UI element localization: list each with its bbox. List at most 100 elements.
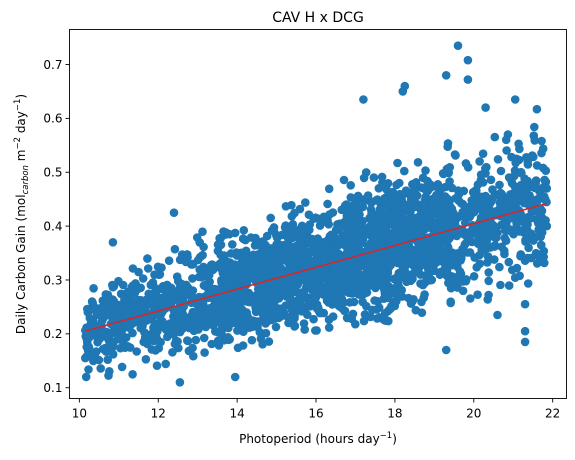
scatter-point bbox=[467, 196, 477, 205]
scatter-point bbox=[346, 193, 356, 202]
scatter-point bbox=[233, 343, 243, 353]
scatter-point bbox=[384, 316, 393, 326]
scatter-point bbox=[453, 262, 462, 272]
scatter-point bbox=[537, 148, 546, 158]
scatter-point bbox=[387, 302, 396, 311]
scatter-point bbox=[85, 332, 94, 342]
scatter-point bbox=[315, 308, 325, 318]
scatter-point bbox=[219, 306, 229, 315]
scatter-point bbox=[453, 186, 463, 195]
scatter-point bbox=[199, 262, 208, 272]
scatter-point bbox=[316, 215, 326, 225]
scatter-point bbox=[275, 281, 285, 291]
scatter-point bbox=[291, 276, 300, 285]
scatter-point bbox=[382, 208, 391, 218]
scatter-point bbox=[386, 197, 396, 207]
scatter-point bbox=[458, 199, 468, 209]
scatter-point bbox=[239, 327, 248, 337]
y-tick-label: 0.5 bbox=[43, 166, 62, 180]
scatter-point bbox=[402, 257, 412, 267]
scatter-point bbox=[239, 226, 249, 235]
scatter-point bbox=[230, 306, 240, 315]
scatter-point bbox=[246, 233, 256, 242]
scatter-point bbox=[198, 250, 207, 260]
scatter-point bbox=[214, 341, 224, 350]
scatter-point bbox=[475, 259, 485, 269]
x-tick-label: 16 bbox=[308, 407, 323, 421]
scatter-point bbox=[437, 219, 447, 228]
scatter-point bbox=[96, 364, 105, 373]
scatter-point bbox=[225, 312, 234, 322]
scatter-point bbox=[266, 244, 276, 253]
scatter-point bbox=[452, 231, 462, 241]
scatter-point bbox=[417, 308, 427, 318]
scatter-point bbox=[198, 227, 207, 236]
scatter-point bbox=[484, 276, 494, 286]
scatter-point bbox=[371, 283, 380, 293]
scatter-point bbox=[412, 191, 422, 200]
scatter-point bbox=[478, 232, 488, 242]
scatter-point bbox=[100, 332, 109, 341]
scatter-point bbox=[533, 218, 543, 228]
x-tick-label: 12 bbox=[151, 407, 166, 421]
scatter-point bbox=[469, 207, 479, 217]
scatter-point bbox=[196, 307, 205, 317]
scatter-point bbox=[150, 270, 159, 280]
scatter-point bbox=[170, 244, 180, 254]
scatter-point bbox=[530, 206, 540, 216]
scatter-point bbox=[339, 175, 349, 185]
scatter-point bbox=[113, 334, 123, 344]
scatter-point bbox=[324, 323, 334, 332]
scatter-point bbox=[529, 131, 539, 140]
scatter-point bbox=[97, 311, 106, 321]
scatter-point bbox=[411, 201, 420, 211]
scatter-point bbox=[261, 328, 271, 338]
scatter-point bbox=[353, 284, 363, 294]
scatter-point bbox=[258, 237, 268, 246]
scatter-point bbox=[461, 159, 471, 168]
scatter-point bbox=[350, 243, 359, 252]
scatter-point bbox=[429, 263, 438, 273]
y-tick-label: 0.4 bbox=[43, 219, 62, 233]
scatter-point bbox=[174, 286, 184, 295]
scatter-point bbox=[346, 181, 356, 190]
scatter-point bbox=[153, 327, 162, 336]
fit-line-layer bbox=[85, 202, 547, 332]
scatter-point bbox=[501, 226, 510, 235]
scatter-point bbox=[86, 305, 96, 314]
scatter-point bbox=[487, 221, 496, 230]
scatter-point bbox=[496, 280, 505, 290]
scatter-point bbox=[260, 310, 269, 320]
scatter-point bbox=[294, 251, 304, 261]
scatter-point bbox=[128, 370, 137, 379]
scatter-point bbox=[369, 173, 379, 182]
scatter-point bbox=[224, 299, 234, 309]
scatter-point bbox=[168, 348, 177, 357]
scatter-point bbox=[369, 276, 379, 286]
scatter-point bbox=[349, 297, 359, 307]
scatter-point bbox=[441, 345, 451, 355]
scatter-point bbox=[199, 333, 209, 343]
scatter-point bbox=[394, 256, 404, 266]
scatter-point bbox=[146, 299, 155, 309]
x-tick-label: 14 bbox=[229, 407, 244, 421]
scatter-point bbox=[277, 289, 287, 299]
scatter-point bbox=[434, 205, 443, 215]
scatter-point bbox=[340, 201, 350, 210]
scatter-point bbox=[523, 253, 532, 263]
scatter-point bbox=[276, 312, 286, 321]
x-tick-label: 18 bbox=[387, 407, 402, 421]
scatter-point bbox=[175, 327, 185, 337]
scatter-point bbox=[421, 224, 430, 234]
scatter-point bbox=[259, 272, 269, 281]
scatter-point bbox=[213, 327, 223, 337]
scatter-point bbox=[451, 151, 460, 160]
scatter-point bbox=[470, 253, 480, 262]
scatter-point bbox=[524, 230, 533, 240]
scatter-point bbox=[389, 247, 399, 257]
y-tick-label: 0.3 bbox=[43, 273, 62, 287]
scatter-point bbox=[103, 355, 112, 365]
scatter-point bbox=[108, 238, 118, 247]
scatter-point bbox=[239, 291, 249, 300]
